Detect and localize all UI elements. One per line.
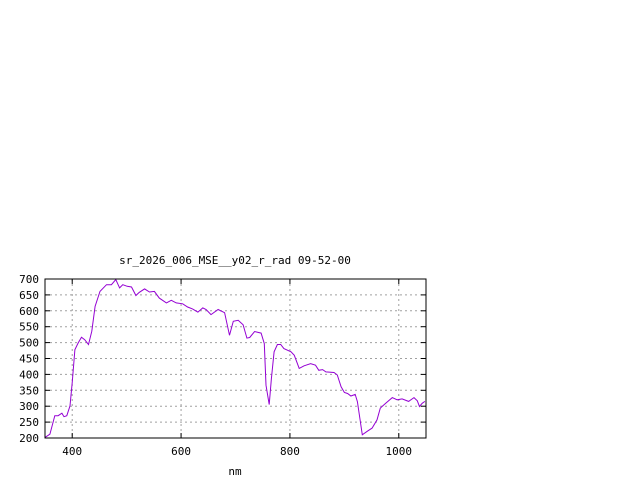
y-tick-label: 550 (19, 321, 39, 334)
y-tick-label: 700 (19, 273, 39, 286)
x-tick-label: 400 (62, 445, 82, 458)
x-tick-label: 800 (280, 445, 300, 458)
x-axis-label: nm (228, 465, 242, 478)
x-tick-label: 600 (171, 445, 191, 458)
plot-frame (44, 278, 427, 439)
y-tick-label: 650 (19, 289, 39, 302)
y-tick-label: 600 (19, 305, 39, 318)
y-tick-label: 400 (19, 368, 39, 381)
y-tick-label: 250 (19, 416, 39, 429)
series-line (44, 278, 426, 438)
x-tick-label: 1000 (386, 445, 413, 458)
grid (45, 279, 426, 438)
y-tick-label: 200 (19, 432, 39, 445)
y-tick-label: 450 (19, 353, 39, 366)
y-tick-label: 500 (19, 337, 39, 350)
y-tick-label: 300 (19, 400, 39, 413)
ticks: 200 250 300 350 400 450 500 550 600 650 700 400 600 8… (19, 273, 426, 458)
y-tick-label: 350 (19, 384, 39, 397)
chart-title: sr_2026_006_MSE__y02_r_rad 09-52-00 (119, 254, 351, 267)
